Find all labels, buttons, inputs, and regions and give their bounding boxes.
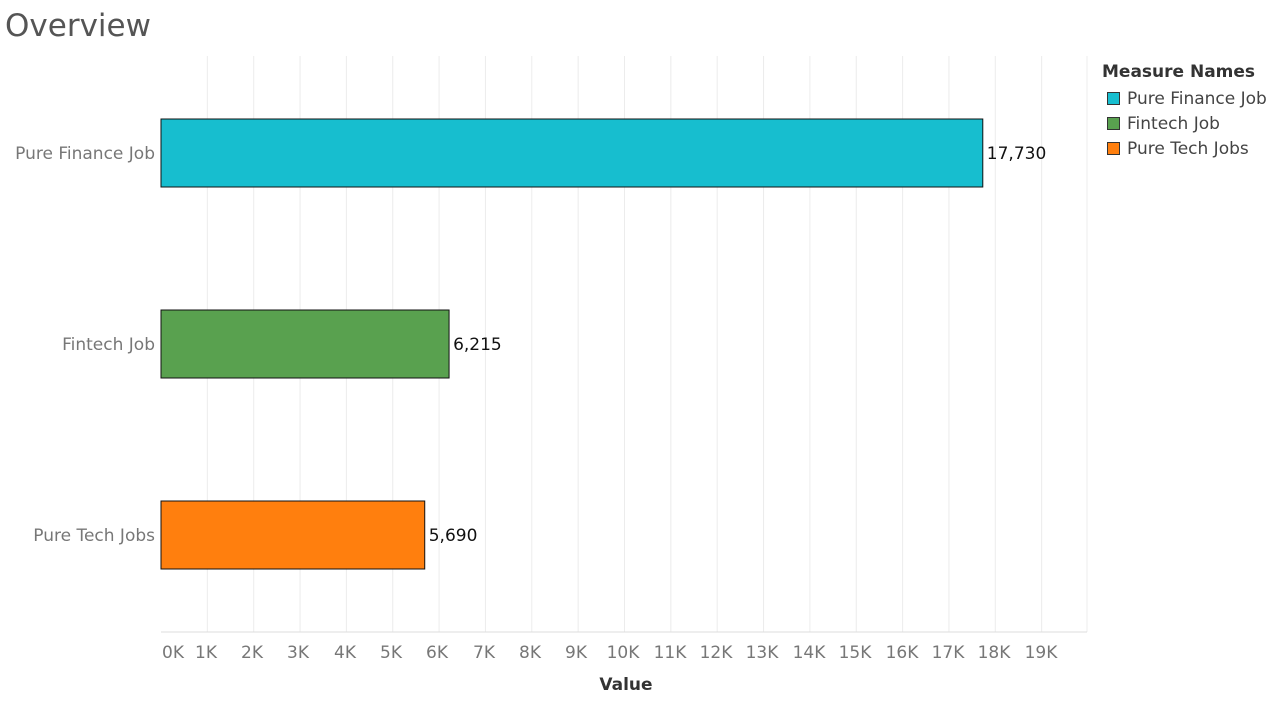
x-tick-label: 14K [793,643,827,663]
legend-item[interactable]: Pure Finance Job [1102,86,1267,111]
x-tick-label: 9K [565,643,588,663]
x-tick-label: 13K [746,643,780,663]
x-tick-label: 6K [426,643,449,663]
legend-item[interactable]: Fintech Job [1102,111,1267,136]
y-category-label: Pure Tech Jobs [33,526,155,546]
legend: Measure Names Pure Finance Job Fintech J… [1102,62,1267,161]
legend-title: Measure Names [1102,62,1256,82]
legend-item[interactable]: Pure Tech Jobs [1102,136,1267,161]
y-category-label: Fintech Job [62,335,155,355]
x-tick-label: 16K [886,643,920,663]
x-tick-label: 12K [700,643,734,663]
x-tick-label: 5K [380,643,403,663]
data-label: 6,215 [453,335,502,355]
x-tick-label: 1K [195,643,218,663]
x-tick-label: 3K [287,643,310,663]
x-tick-label: 11K [654,643,688,663]
x-tick-label: 4K [334,643,357,663]
x-axis-title: Value [599,675,652,695]
data-label: 17,730 [987,144,1046,164]
page-title: Overview [5,8,151,44]
x-tick-label: 19K [1025,643,1059,663]
y-category-label: Pure Finance Job [15,144,155,164]
legend-swatch [1107,142,1120,155]
x-tick-label: 17K [932,643,966,663]
legend-label: Fintech Job [1127,113,1220,134]
x-tick-label: 0K [162,643,185,663]
data-label: 5,690 [429,526,478,546]
x-tick-label: 15K [839,643,873,663]
legend-label: Pure Finance Job [1127,88,1267,109]
x-tick-label: 8K [519,643,542,663]
legend-swatch [1107,117,1120,130]
x-tick-label: 10K [607,643,641,663]
bar [160,500,426,570]
x-tick-label: 2K [241,643,264,663]
bar [160,309,450,379]
bar [160,118,984,188]
legend-label: Pure Tech Jobs [1127,138,1249,159]
legend-swatch [1107,92,1120,105]
x-tick-label: 7K [473,643,496,663]
x-tick-label: 18K [978,643,1012,663]
